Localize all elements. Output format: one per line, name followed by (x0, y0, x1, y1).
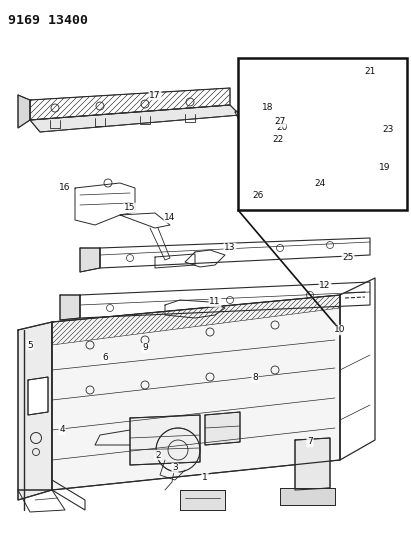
Polygon shape (180, 490, 225, 510)
Text: 18: 18 (262, 103, 274, 112)
Text: 4: 4 (59, 425, 65, 434)
Polygon shape (280, 488, 335, 505)
Polygon shape (130, 415, 200, 465)
Text: 25: 25 (342, 254, 354, 262)
Polygon shape (18, 322, 52, 500)
Text: 21: 21 (364, 68, 376, 77)
Text: 6: 6 (102, 353, 108, 362)
Text: 26: 26 (252, 190, 264, 199)
Text: 19: 19 (379, 164, 391, 173)
Text: 3: 3 (172, 464, 178, 472)
Polygon shape (52, 295, 340, 490)
Polygon shape (18, 95, 30, 128)
Text: 5: 5 (27, 341, 33, 350)
Text: 1: 1 (202, 473, 208, 482)
Text: 17: 17 (149, 91, 161, 100)
Polygon shape (265, 140, 290, 158)
Text: 14: 14 (164, 214, 175, 222)
Bar (238, 58, 407, 210)
Polygon shape (28, 377, 48, 415)
Text: 7: 7 (307, 438, 313, 447)
Text: 9169 13400: 9169 13400 (8, 14, 88, 27)
Text: 9: 9 (142, 343, 148, 352)
Text: 20: 20 (276, 124, 288, 133)
Polygon shape (205, 412, 240, 445)
Text: 23: 23 (382, 125, 394, 134)
Text: 27: 27 (274, 117, 286, 126)
Text: 15: 15 (124, 204, 136, 213)
Text: 8: 8 (252, 374, 258, 383)
Polygon shape (295, 438, 330, 490)
Text: 13: 13 (224, 244, 236, 253)
Text: 22: 22 (272, 135, 284, 144)
Polygon shape (30, 105, 240, 132)
Polygon shape (60, 295, 80, 320)
Text: 2: 2 (155, 450, 161, 459)
Polygon shape (80, 248, 100, 272)
Text: 24: 24 (314, 179, 326, 188)
Text: 16: 16 (59, 183, 71, 192)
Text: 12: 12 (319, 280, 331, 289)
Text: 10: 10 (334, 326, 346, 335)
Text: 11: 11 (209, 297, 221, 306)
